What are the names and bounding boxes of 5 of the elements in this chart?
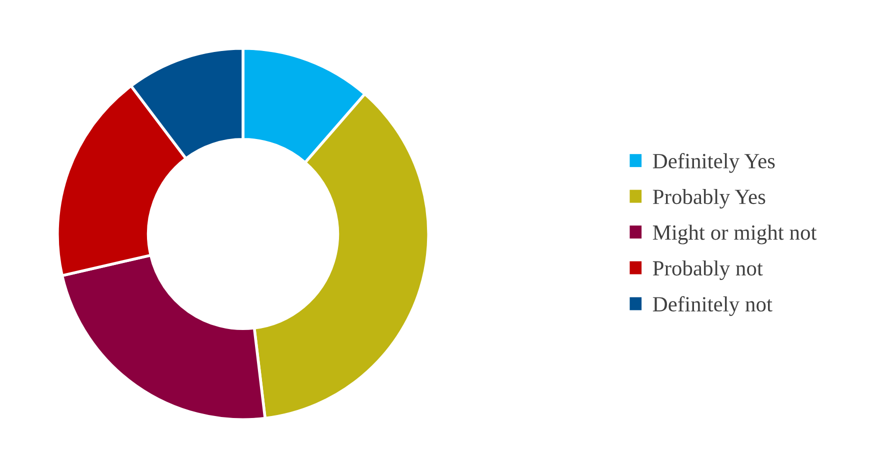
legend-label: Might or might not <box>652 224 817 244</box>
legend-label: Probably Yes <box>652 188 766 209</box>
legend-label: Definitely not <box>652 296 772 316</box>
legend-label: Definitely Yes <box>652 153 775 173</box>
legend-label: Probably not <box>652 260 763 280</box>
